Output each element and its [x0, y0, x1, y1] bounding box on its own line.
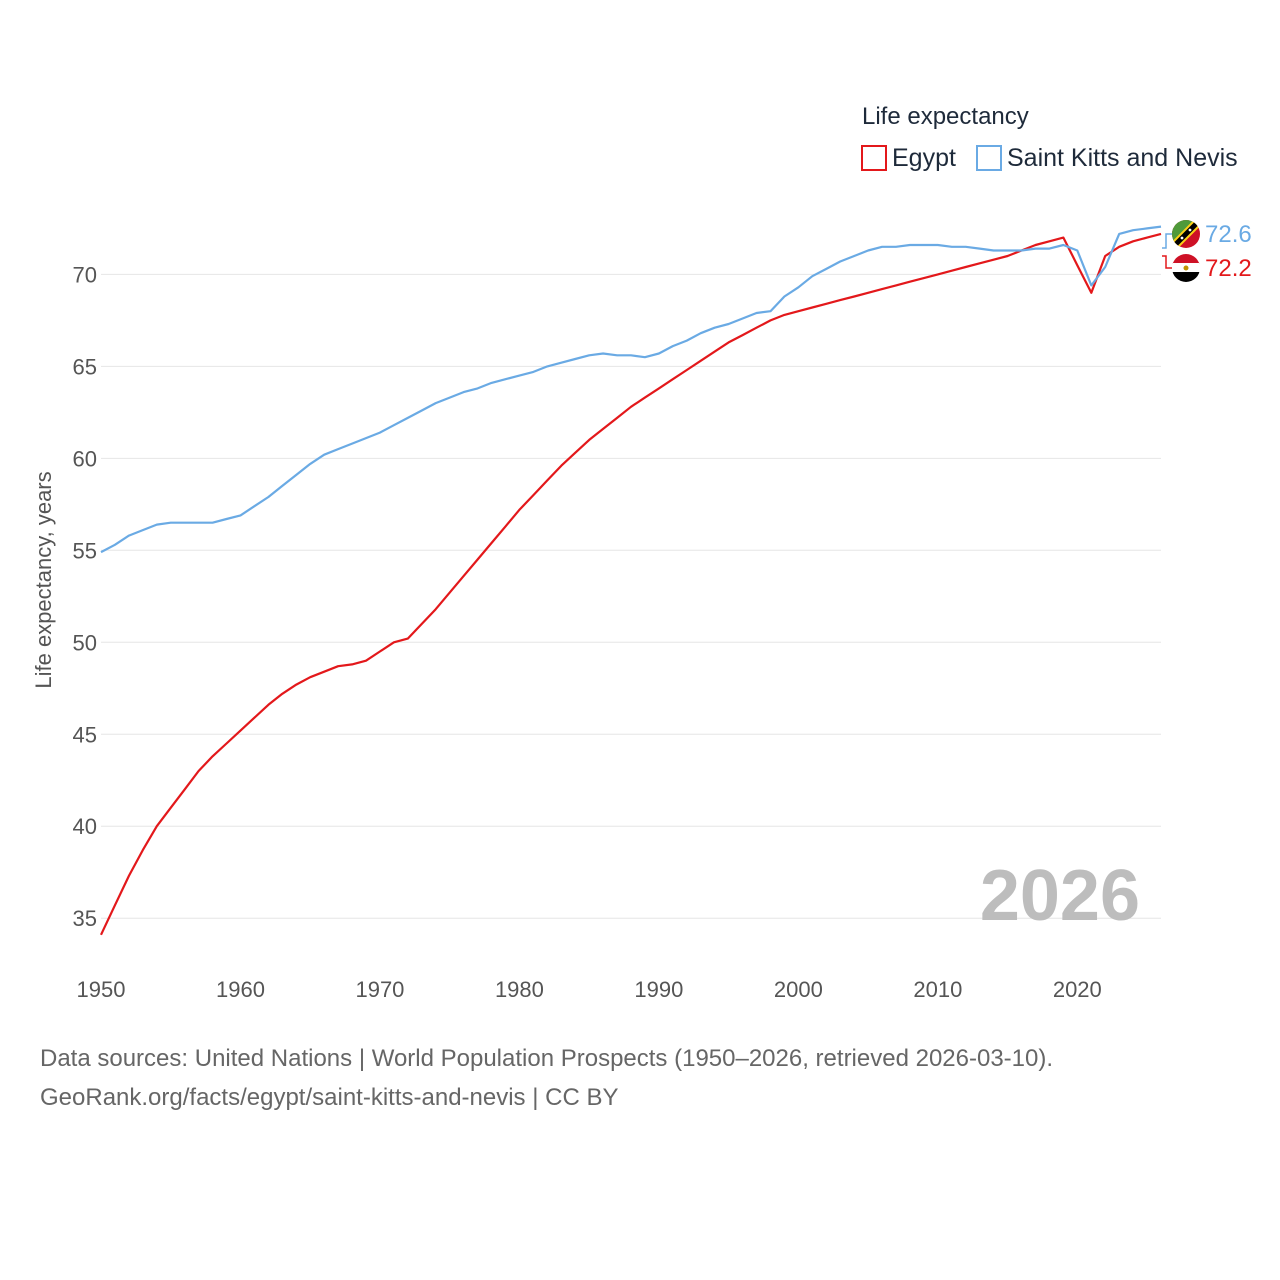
y-axis-title: Life expectancy, years	[31, 471, 56, 688]
legend-item-egypt[interactable]: Egypt	[861, 144, 956, 172]
x-tick-label-2010: 2010	[913, 977, 962, 1002]
series-line-saint-kitts-and-nevis[interactable]	[100, 225, 1162, 554]
saint-kitts-and-nevis-flag-icon	[1172, 220, 1200, 248]
legend: Life expectancy Egypt Saint Kitts and Ne…	[861, 103, 1238, 172]
end-labels: 72.6 72.2	[1162, 220, 1252, 282]
skn-connector-line	[1162, 233, 1172, 249]
y-axis-ticks: 35 40 45 50 55 60 65 70	[73, 262, 97, 931]
y-tick-label-70: 70	[73, 262, 97, 287]
egypt-flag-icon	[1172, 254, 1200, 282]
y-tick-label-50: 50	[73, 630, 97, 655]
year-watermark: 2026	[980, 856, 1140, 936]
x-tick-label-1990: 1990	[634, 977, 683, 1002]
saint-kitts-and-nevis-end-value: 72.6	[1205, 221, 1252, 248]
legend-item-saint-kitts-and-nevis[interactable]: Saint Kitts and Nevis	[976, 144, 1238, 172]
series-lines	[100, 225, 1162, 936]
x-tick-label-2020: 2020	[1053, 977, 1102, 1002]
y-tick-label-40: 40	[73, 814, 97, 839]
gridlines	[101, 273, 1161, 919]
egypt-connector-line	[1162, 255, 1172, 269]
series-line-egypt[interactable]	[100, 232, 1162, 936]
y-tick-label-65: 65	[73, 354, 97, 379]
x-tick-label-2000: 2000	[774, 977, 823, 1002]
legend-label-egypt: Egypt	[892, 144, 956, 172]
y-tick-label-60: 60	[73, 446, 97, 471]
x-axis-ticks: 1950 1960 1970 1980 1990 2000 2010 2020	[77, 977, 1102, 1002]
legend-title: Life expectancy	[862, 103, 1029, 130]
legend-label-saint-kitts-and-nevis: Saint Kitts and Nevis	[1007, 144, 1238, 172]
y-tick-label-45: 45	[73, 722, 97, 747]
x-tick-label-1970: 1970	[355, 977, 404, 1002]
footer-data-sources: Data sources: United Nations | World Pop…	[40, 1045, 1054, 1072]
y-tick-label-55: 55	[73, 538, 97, 563]
x-tick-label-1980: 1980	[495, 977, 544, 1002]
footer-credit-link[interactable]: GeoRank.org/facts/egypt/saint-kitts-and-…	[40, 1084, 619, 1111]
x-tick-label-1950: 1950	[77, 977, 126, 1002]
y-tick-label-35: 35	[73, 906, 97, 931]
x-tick-label-1960: 1960	[216, 977, 265, 1002]
legend-swatch-saint-kitts-and-nevis	[976, 145, 1002, 171]
legend-swatch-egypt	[861, 145, 887, 171]
egypt-end-value: 72.2	[1205, 255, 1252, 282]
